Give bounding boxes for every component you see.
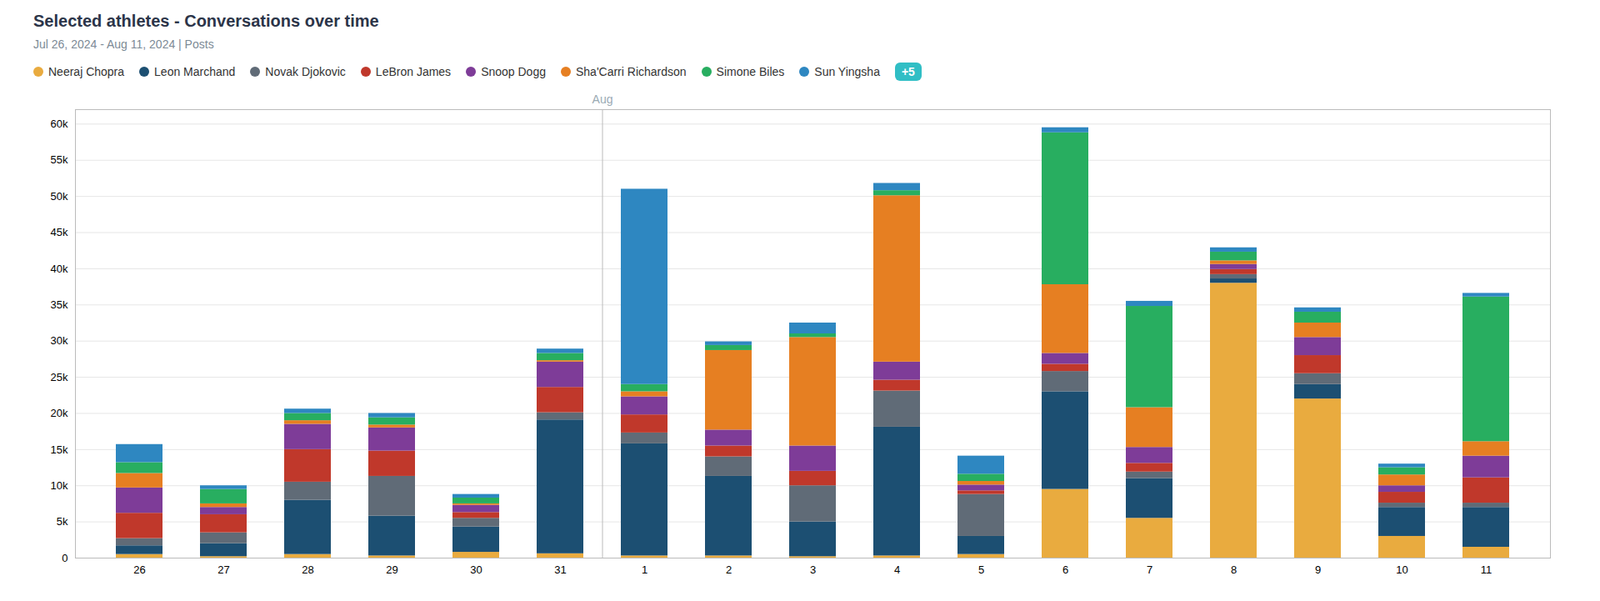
svg-text:9: 9 (1315, 563, 1321, 576)
svg-text:10: 10 (1395, 563, 1408, 576)
svg-text:15k: 15k (50, 442, 69, 455)
svg-text:0: 0 (61, 551, 68, 565)
svg-text:60k: 60k (50, 117, 69, 130)
svg-text:55k: 55k (50, 153, 69, 166)
svg-text:7: 7 (1146, 563, 1153, 576)
svg-text:45k: 45k (50, 225, 69, 239)
svg-text:31: 31 (554, 563, 566, 576)
svg-text:30k: 30k (50, 334, 69, 347)
svg-text:28: 28 (301, 563, 314, 576)
svg-text:11: 11 (1480, 563, 1493, 576)
svg-text:27: 27 (217, 563, 230, 576)
html-text:Neeraj Chopra: Neeraj Chopra (48, 65, 125, 79)
svg-text:50k: 50k (50, 190, 69, 203)
html-text:Simone Biles: Simone Biles (716, 65, 785, 79)
html-text:Leon Marchand: Leon Marchand (154, 65, 236, 79)
svg-text:4: 4 (894, 563, 900, 576)
html-text:Jul 26, 2024 - Aug 11, 2024 |: Jul 26, 2024 - Aug 11, 2024 | Posts (33, 37, 214, 51)
svg-text:1: 1 (641, 563, 648, 576)
html-text:+5: +5 (901, 65, 915, 79)
html-text:Novak Djokovic: Novak Djokovic (265, 65, 346, 79)
svg-text:2: 2 (725, 563, 732, 576)
svg-text:Aug: Aug (592, 92, 614, 106)
html-text:Sha'Carri Richardson: Sha'Carri Richardson (575, 65, 687, 79)
svg-text:5: 5 (978, 563, 985, 576)
html-text:Selected athletes - Conversati: Selected athletes - Conversations over t… (33, 11, 379, 30)
svg-text:8: 8 (1230, 563, 1237, 576)
svg-text:25k: 25k (50, 370, 69, 384)
svg-text:26: 26 (133, 563, 145, 576)
svg-text:40k: 40k (50, 262, 69, 275)
html-text:Sun Yingsha: Sun Yingsha (814, 65, 880, 79)
svg-text:10k: 10k (50, 479, 69, 492)
svg-text:5k: 5k (56, 515, 69, 528)
svg-text:35k: 35k (50, 298, 69, 311)
html-text:LeBron James: LeBron James (375, 65, 451, 79)
svg-text:20k: 20k (50, 406, 69, 420)
svg-text:6: 6 (1062, 563, 1069, 576)
svg-text:30: 30 (470, 563, 482, 576)
svg-text:29: 29 (385, 563, 398, 576)
svg-text:3: 3 (810, 563, 816, 576)
html-text:Snoop Dogg: Snoop Dogg (480, 65, 546, 79)
